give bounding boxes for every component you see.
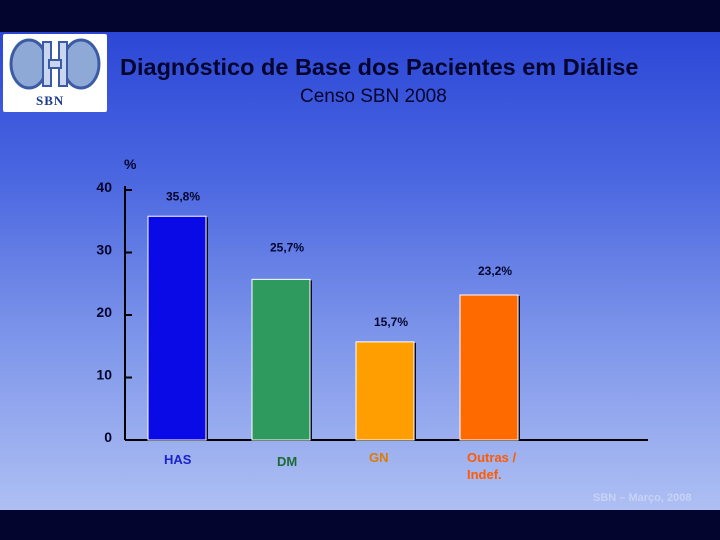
bar (147, 215, 207, 441)
y-tick-label: 0 (104, 429, 112, 445)
y-tick-label: 10 (96, 367, 112, 383)
bar (355, 341, 415, 441)
slide-subtitle: Censo SBN 2008 (300, 86, 447, 107)
footer-credit: SBN – Março, 2008 (593, 492, 692, 504)
bar-value-label: 35,8% (166, 189, 200, 203)
bar-chart: % 0 10 20 30 40 35,8% 25,7% 15,7% 23,2% HAS DM GN Out… (96, 156, 648, 482)
y-tick-label: 20 (96, 304, 112, 320)
bar-value-label: 23,2% (478, 264, 512, 278)
bar-value-label: 15,7% (374, 315, 408, 329)
y-tick-label: 40 (96, 179, 112, 195)
slide-title: Diagnóstico de Base dos Pacientes em Diá… (120, 54, 639, 80)
slide: SBN Diagnóstico de Base dos Pacientes em… (0, 32, 720, 510)
bar (251, 278, 311, 441)
category-label: Outras / (467, 450, 517, 465)
bar (459, 294, 519, 441)
y-axis-label: % (124, 156, 137, 172)
sbn-logo: SBN (3, 34, 107, 112)
y-tick-label: 30 (96, 242, 112, 258)
bar-value-label: 25,7% (270, 240, 304, 254)
logo-text: SBN (36, 93, 65, 108)
category-label: HAS (164, 452, 192, 467)
category-label: GN (369, 450, 389, 465)
category-label: Indef. (467, 467, 502, 482)
category-label: DM (277, 454, 297, 469)
kidney-logo-icon (9, 38, 101, 90)
